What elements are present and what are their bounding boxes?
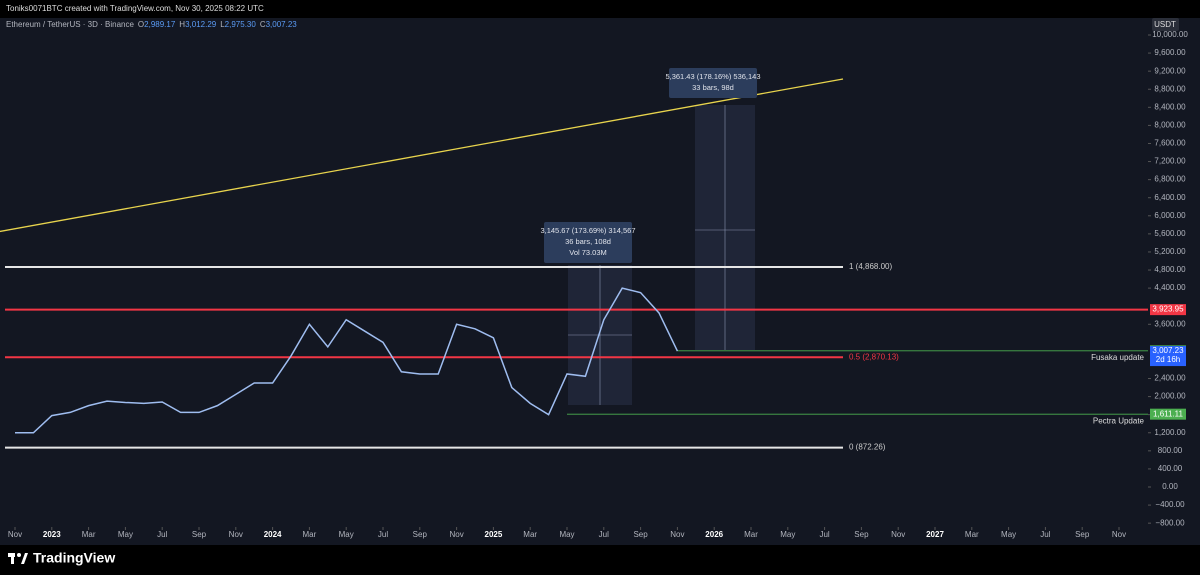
y-tick-label: 7,600.00	[1154, 139, 1186, 148]
y-tick-label: 5,200.00	[1154, 247, 1186, 256]
y-tick-label: −800.00	[1155, 518, 1185, 527]
x-tick-label: Nov	[449, 530, 463, 539]
x-tick-label: Mar	[744, 530, 758, 539]
x-tick-label: May	[780, 530, 795, 539]
level-label: 0.5 (2,870.13)	[849, 352, 899, 361]
x-tick-label: Nov	[1112, 530, 1126, 539]
logo-shape	[21, 553, 28, 564]
countdown: 2d 16h	[1156, 355, 1180, 364]
x-tick-label: May	[559, 530, 574, 539]
ohlc-value: 2,989.17	[144, 20, 176, 29]
y-tick-label: 6,000.00	[1154, 211, 1186, 220]
measure-box	[669, 68, 757, 98]
footer-bar	[0, 545, 1200, 575]
x-tick-label: 2027	[926, 530, 944, 539]
y-tick-label: 4,400.00	[1154, 283, 1186, 292]
y-tick-label: 0.00	[1162, 482, 1178, 491]
y-tick-label: 5,600.00	[1154, 229, 1186, 238]
last-price-tag	[1150, 346, 1186, 367]
y-tick-label: 6,800.00	[1154, 175, 1186, 184]
currency-box	[1152, 18, 1179, 31]
y-tick-label: 9,200.00	[1154, 66, 1186, 75]
x-tick-label: Sep	[413, 530, 428, 539]
x-tick-label: 2026	[705, 530, 723, 539]
y-tick-label: 2,400.00	[1154, 374, 1186, 383]
y-tick-label: 4,800.00	[1154, 265, 1186, 274]
x-tick-label: Jul	[378, 530, 388, 539]
measure-text: 36 bars, 108d	[565, 237, 611, 246]
logo	[8, 553, 28, 564]
attribution: Toniks0071BTC created with TradingView.c…	[6, 4, 264, 13]
y-tick-label: 1,200.00	[1154, 428, 1186, 437]
x-tick-label: Sep	[854, 530, 869, 539]
logo-shape	[17, 553, 21, 557]
price-axis	[1148, 18, 1200, 545]
y-tick-label: 400.00	[1158, 464, 1183, 473]
level-note: Fusaka update	[1091, 353, 1144, 362]
ohlc-key: L	[220, 20, 225, 29]
x-tick-label: Jul	[1040, 530, 1050, 539]
logo-shape	[11, 553, 14, 564]
y-tick-label: 3,600.00	[1154, 319, 1186, 328]
y-tick-label: 6,400.00	[1154, 193, 1186, 202]
last-price-label: 3,007.23	[1152, 346, 1184, 355]
symbol: Ethereum / TetherUS · 3D · Binance	[6, 20, 134, 29]
measure-text: Vol 73.03M	[569, 248, 607, 257]
y-tick-label: 8,400.00	[1154, 102, 1186, 111]
y-tick-label: 10,000.00	[1152, 30, 1188, 39]
brand: TradingView	[33, 550, 115, 566]
measure-text: 3,145.67 (173.69%) 314,567	[540, 226, 635, 235]
price-line	[15, 287, 679, 434]
x-tick-label: 2024	[264, 530, 282, 539]
y-tick-label: 9,600.00	[1154, 48, 1186, 57]
legend: Ethereum / TetherUS · 3D · Binance O2,989…	[6, 20, 297, 29]
x-tick-label: May	[118, 530, 133, 539]
ohlc-key: O	[138, 20, 144, 29]
price-tag	[1150, 304, 1186, 316]
y-tick-label: 8,000.00	[1154, 121, 1186, 130]
x-tick-label: Nov	[229, 530, 243, 539]
header-bar	[0, 0, 1200, 18]
x-tick-label: Mar	[303, 530, 317, 539]
x-tick-label: Nov	[670, 530, 684, 539]
ohlc-value: 3,007.23	[266, 20, 298, 29]
x-tick-label: 2023	[43, 530, 61, 539]
measure-text: 33 bars, 98d	[692, 83, 734, 92]
measure-box	[544, 222, 632, 263]
x-tick-label: Mar	[82, 530, 96, 539]
currency: USDT	[1154, 20, 1176, 29]
x-tick-label: Mar	[523, 530, 537, 539]
x-tick-label: 2025	[485, 530, 503, 539]
ohlc-value: 3,012.29	[185, 20, 217, 29]
x-tick-label: Jul	[157, 530, 167, 539]
y-tick-label: 800.00	[1158, 446, 1183, 455]
x-tick-label: May	[339, 530, 354, 539]
x-tick-label: Jul	[599, 530, 609, 539]
ohlc-value: 2,975.30	[225, 20, 257, 29]
level-label: 0 (872.26)	[849, 443, 886, 452]
level-note: Pectra Update	[1093, 416, 1145, 425]
price-tag-label: 1,611.11	[1153, 409, 1184, 418]
ohlc-key: H	[179, 20, 185, 29]
x-tick-label: May	[1001, 530, 1016, 539]
price-tag	[1150, 408, 1186, 420]
x-tick-label: Nov	[8, 530, 22, 539]
y-tick-label: −400.00	[1155, 500, 1185, 509]
x-tick-label: Sep	[633, 530, 648, 539]
x-tick-label: Mar	[965, 530, 979, 539]
ohlc-key: C	[260, 20, 266, 29]
trendline	[0, 78, 844, 233]
price-tag-label: 3,923.95	[1152, 305, 1184, 314]
x-tick-label: Sep	[192, 530, 207, 539]
x-tick-label: Nov	[891, 530, 905, 539]
y-tick-label: 7,200.00	[1154, 157, 1186, 166]
y-tick-label: 8,800.00	[1154, 84, 1186, 93]
level-label: 1 (4,868.00)	[849, 262, 892, 271]
y-tick-label: 2,000.00	[1154, 392, 1186, 401]
x-tick-label: Sep	[1075, 530, 1090, 539]
measure-text: 5,361.43 (178.16%) 536,143	[665, 72, 760, 81]
x-tick-label: Jul	[819, 530, 829, 539]
